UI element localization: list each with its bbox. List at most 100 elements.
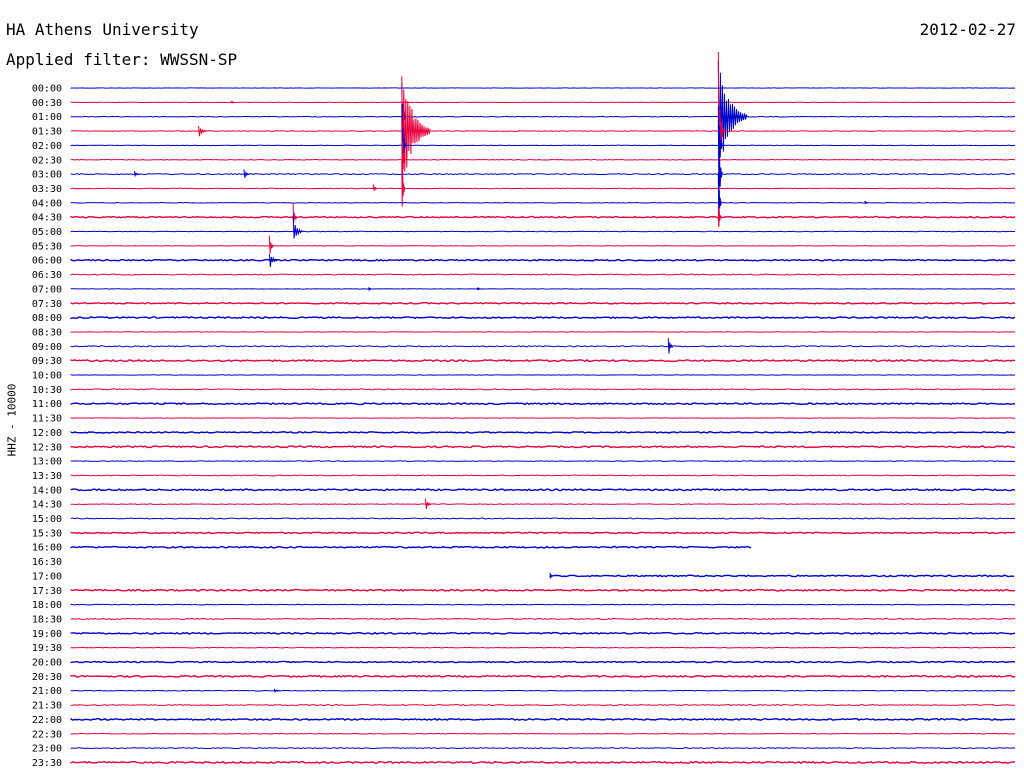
trace-0230 (70, 158, 1016, 161)
seismic-event (243, 169, 250, 178)
trace-1500 (70, 517, 1016, 520)
trace-2330 (70, 760, 1016, 765)
trace-0600 (70, 258, 1016, 262)
trace-2300 (70, 747, 1016, 750)
time-tick-label: 03:30 (32, 184, 62, 195)
time-tick-label: 14:00 (32, 485, 62, 496)
seismic-event (424, 498, 432, 509)
seismic-event (231, 100, 234, 104)
time-tick-label: 06:00 (32, 256, 62, 267)
time-tick-label: 22:00 (32, 715, 62, 726)
time-tick-label: 19:30 (32, 643, 62, 654)
trace-1000 (70, 374, 1016, 376)
time-tick-label: 10:30 (32, 385, 62, 396)
trace-1830 (70, 617, 1016, 620)
time-tick-label: 18:30 (32, 614, 62, 625)
trace-1100 (70, 402, 1016, 406)
time-tick-label: 02:30 (32, 155, 62, 166)
trace-1600 (70, 545, 752, 549)
seismic-event (133, 171, 140, 178)
seismic-event (667, 338, 674, 354)
time-tick-label: 04:00 (32, 198, 62, 209)
seismic-event (372, 184, 378, 191)
time-tick-label: 23:30 (32, 758, 62, 769)
time-tick-label: 02:00 (32, 141, 62, 152)
trace-0630 (70, 273, 1016, 276)
filter-label: Applied filter: WWSSN-SP (6, 50, 238, 69)
trace-1400 (70, 488, 1016, 492)
time-tick-label: 18:00 (32, 600, 62, 611)
trace-1430 (70, 503, 1016, 505)
time-tick-label: 05:00 (32, 227, 62, 238)
seismic-event (401, 76, 431, 172)
time-tick-label: 09:00 (32, 342, 62, 353)
trace-1730 (70, 588, 1016, 592)
seismic-event (401, 160, 406, 207)
trace-2030 (70, 674, 1016, 678)
seismic-event (292, 215, 303, 239)
trace-1300 (70, 460, 1016, 462)
trace-1900 (70, 631, 1016, 635)
time-tick-label: 20:30 (32, 672, 62, 683)
seismic-event (368, 287, 372, 292)
time-tick-label: 15:30 (32, 528, 62, 539)
seismic-event (273, 688, 280, 694)
trace-2230 (70, 732, 1015, 735)
trace-1200 (70, 431, 1016, 434)
trace-1330 (70, 474, 1016, 477)
time-tick-label: 15:00 (32, 514, 62, 525)
seismic-event (732, 113, 737, 120)
seismic-event (268, 235, 274, 254)
trace-1700 (549, 574, 1015, 578)
time-tick-label: 17:30 (32, 586, 62, 597)
trace-2000 (70, 660, 1016, 664)
seismic-event (476, 286, 481, 291)
trace-0900 (70, 345, 1016, 348)
trace-2100 (70, 689, 1016, 692)
time-tick-label: 16:30 (32, 557, 62, 568)
trace-1930 (70, 646, 1016, 649)
time-tick-label: 12:00 (32, 428, 62, 439)
station-title: HA Athens University (6, 20, 199, 39)
seismic-event (717, 205, 722, 228)
time-tick-label: 07:00 (32, 284, 62, 295)
time-tick-label: 11:30 (32, 414, 62, 425)
time-tick-label: 13:30 (32, 471, 62, 482)
time-tick-label: 21:30 (32, 701, 62, 712)
time-tick-label: 01:30 (32, 127, 62, 138)
seismic-event (864, 200, 868, 205)
time-tick-label: 08:30 (32, 327, 62, 338)
time-tick-label: 21:00 (32, 686, 62, 697)
trace-0400 (70, 202, 1016, 204)
trace-1230 (70, 445, 1016, 449)
time-tick-label: 00:00 (32, 84, 62, 95)
time-tick-label: 19:00 (32, 629, 62, 640)
time-tick-label: 17:00 (32, 571, 62, 582)
trace-0500 (70, 230, 1016, 233)
trace-0730 (70, 301, 1016, 305)
time-tick-label: 05:30 (32, 241, 62, 252)
trace-2130 (70, 703, 1016, 707)
trace-0800 (70, 316, 1016, 320)
seismic-event (268, 253, 278, 267)
trace-2200 (70, 717, 1016, 721)
time-tick-label: 12:30 (32, 442, 62, 453)
time-tick-label: 23:00 (32, 744, 62, 755)
seismic-event (198, 125, 207, 137)
time-tick-label: 04:30 (32, 213, 62, 224)
time-tick-label: 01:00 (32, 112, 62, 123)
trace-1800 (70, 603, 1015, 606)
time-tick-label: 16:00 (32, 543, 62, 554)
time-tick-label: 22:30 (32, 729, 62, 740)
trace-0200 (70, 144, 1016, 147)
time-tick-label: 03:00 (32, 170, 62, 181)
time-tick-label: 09:30 (32, 356, 62, 367)
trace-1030 (70, 388, 1016, 391)
date-label: 2012-02-27 (919, 20, 1016, 39)
trace-0330 (70, 187, 1016, 190)
time-tick-label: 13:00 (32, 457, 62, 468)
time-tick-label: 20:00 (32, 658, 62, 669)
time-tick-label: 11:00 (32, 399, 62, 410)
time-tick-label: 14:30 (32, 500, 62, 511)
